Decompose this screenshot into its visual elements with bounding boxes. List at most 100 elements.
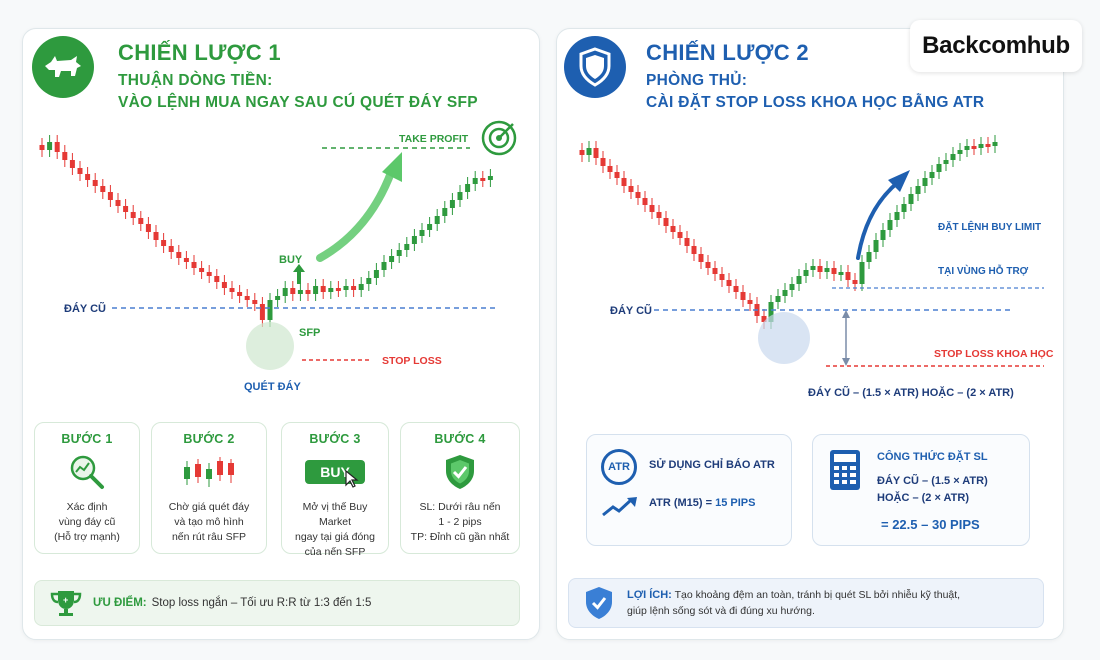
candle [290, 288, 296, 294]
candle [978, 144, 984, 148]
bull-badge [32, 36, 94, 98]
candle [915, 186, 921, 194]
formula-line-1: ĐÁY CŨ – (1.5 × ATR) [877, 475, 988, 487]
step-3-line-2: ngay tại giá đóng [295, 531, 375, 543]
step-4-card: BƯỚC 4 SL: Dưới râu nến 1 - 2 pips TP: Đ… [400, 422, 520, 554]
candle [873, 240, 879, 252]
candle [761, 316, 767, 322]
candle [442, 208, 448, 216]
shield-badge [564, 36, 626, 98]
strategy-2-title: CHIẾN LƯỢC 2 [646, 40, 809, 65]
candle [457, 192, 463, 200]
candle [936, 164, 942, 172]
formula-result: = 22.5 – 30 PIPS [881, 517, 980, 532]
atr-badge-icon: ATR [601, 449, 637, 485]
formula-line-2: HOẶC – (2 × ATR) [877, 492, 969, 504]
candle [77, 168, 83, 174]
candle [138, 218, 144, 224]
strategy-1-subtitle-1: THUẬN DÒNG TIỀN: [118, 72, 273, 89]
candle [796, 276, 802, 284]
candle [971, 146, 977, 149]
candle [92, 180, 98, 186]
step-3-line-3: của nến SFP [304, 546, 366, 558]
candle [381, 262, 387, 270]
candle [579, 150, 585, 155]
candle [656, 212, 662, 218]
formula-caption: ĐÁY CŨ – (1.5 × ATR) HOẶC – (2 × ATR) [808, 386, 1014, 399]
candle [358, 284, 364, 290]
sweep-circle [246, 322, 294, 370]
candle [705, 262, 711, 268]
candle [366, 278, 372, 284]
candle [593, 148, 599, 158]
candle [39, 145, 45, 150]
strategy-2-chart: ĐẶT LỆNH BUY LIMIT TẠI VÙNG HỖ TRỢ ĐÁY C… [579, 135, 1054, 399]
candle [901, 204, 907, 212]
candle [237, 292, 243, 296]
candle [396, 250, 402, 256]
shield-icon [579, 47, 611, 87]
candle [282, 288, 288, 296]
benefit-line-1: Tạo khoảng đệm an toàn, tránh bị quét SL… [674, 589, 961, 601]
candle [964, 146, 970, 150]
candle [719, 274, 725, 280]
candle [789, 284, 795, 290]
atr-distance-arrow-bottom [842, 358, 850, 366]
candle [698, 254, 704, 262]
candle [465, 184, 471, 192]
strategy-1-candles [39, 135, 493, 327]
advantage-text: Stop loss ngắn – Tối ưu R:R từ 1:3 đến 1… [151, 597, 372, 609]
blue-up-arrow-head [888, 170, 910, 192]
candle [115, 200, 121, 206]
candle [943, 160, 949, 164]
candle [845, 272, 851, 280]
candle [47, 142, 53, 150]
cursor-icon [345, 470, 359, 488]
formula-title: CÔNG THỨC ĐẶT SL [877, 451, 988, 463]
candle [107, 192, 113, 200]
candle [880, 230, 886, 240]
candle [145, 224, 151, 232]
step-1-line-2: vùng đáy cũ [58, 516, 116, 528]
candle [275, 296, 281, 300]
sweep-label: QUÉT ĐÁY [244, 380, 302, 393]
candle [214, 276, 220, 282]
candle [929, 172, 935, 178]
strategy-1-subtitle-2: VÀO LỆNH MUA NGAY SAU CÚ QUÉT ĐÁY SFP [118, 94, 478, 111]
candle [782, 290, 788, 296]
strategy-2-subtitle-2: CÀI ĐẶT STOP LOSS KHOA HỌC BẰNG ATR [646, 94, 985, 111]
candle [259, 304, 265, 320]
candle [183, 258, 189, 262]
candle [320, 286, 326, 292]
candle [472, 178, 478, 184]
candle [733, 286, 739, 292]
advantage-label: ƯU ĐIỂM: [93, 597, 147, 609]
sweep-circle-2 [758, 312, 810, 364]
candle [267, 300, 273, 320]
calculator-icon [830, 450, 860, 490]
step-4-title: BƯỚC 4 [434, 432, 486, 446]
step-1-line-3: (Hỗ trợ mạnh) [54, 531, 120, 543]
target-icon [481, 120, 517, 156]
candle [480, 178, 486, 181]
candle [168, 246, 174, 252]
benefit-bar: LỢI ÍCH: Tạo khoảng đệm an toàn, tránh b… [568, 578, 1044, 628]
take-profit-label: TAKE PROFIT [399, 133, 469, 145]
buy-label: BUY [279, 254, 303, 266]
stop-loss-atr-label: STOP LOSS KHOA HỌC [934, 348, 1054, 360]
up-arrow-head [382, 152, 402, 182]
step-2-line-2: và tạo mô hình [174, 516, 244, 528]
candle [487, 176, 493, 180]
candle [831, 268, 837, 274]
candle [100, 186, 106, 192]
buy-limit-label-2: TẠI VÙNG HỖ TRỢ [938, 264, 1029, 277]
candle [852, 280, 858, 284]
candle [252, 300, 258, 304]
atr-title: SỬ DỤNG CHỈ BÁO ATR [649, 459, 775, 471]
step-1-card: BƯỚC 1 Xác định vùng đáy cũ (Hỗ trợ mạnh… [34, 422, 140, 554]
blue-up-arrow [856, 182, 898, 260]
advantage-bar: + ƯU ĐIỂM: Stop loss ngắn – Tối ưu R:R t… [34, 580, 520, 626]
candle [803, 270, 809, 276]
candle [244, 296, 250, 300]
candle [54, 142, 60, 152]
